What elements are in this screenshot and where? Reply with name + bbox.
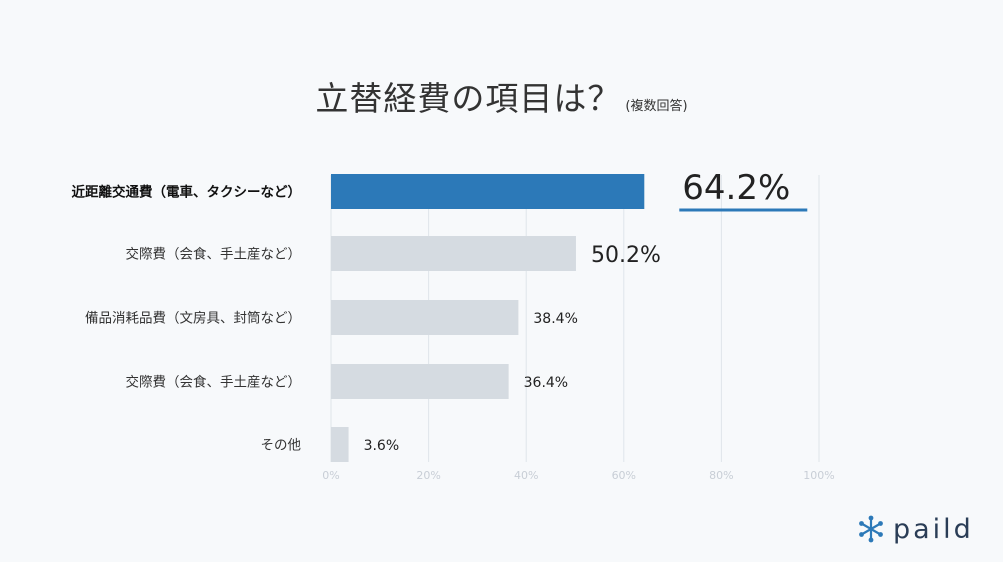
bar-3 <box>331 364 509 399</box>
bar-4 <box>331 427 349 462</box>
x-tick-label-0: 0% <box>322 469 339 482</box>
brand-logo: paild <box>857 515 974 543</box>
x-tick-label-60: 60% <box>612 469 636 482</box>
bar-0 <box>331 174 645 209</box>
category-label-2: 備品消耗品費（文房具、封筒など） <box>85 310 301 327</box>
value-label-3: 36.4% <box>524 375 568 391</box>
x-tick-label-100: 100% <box>803 469 834 482</box>
chart-title: 立替経費の項目は？ (複数回答) <box>0 72 1003 120</box>
x-tick-label-40: 40% <box>514 469 538 482</box>
value-label-1: 50.2% <box>591 243 661 268</box>
bar-2 <box>331 300 519 335</box>
brand-name: paild <box>893 513 974 545</box>
title-text: 立替経費の項目は？ <box>315 79 622 118</box>
category-label-0: 近距離交通費（電車、タクシーなど） <box>72 184 302 201</box>
value-label-4: 3.6% <box>364 438 400 454</box>
category-label-4: その他 <box>261 438 302 454</box>
x-tick-label-80: 80% <box>709 469 733 482</box>
category-label-1: 交際費（会食、手土産など） <box>126 246 302 263</box>
title-note: (複数回答) <box>625 99 688 114</box>
bar-1 <box>331 236 576 271</box>
bars <box>331 174 645 462</box>
labels: 0% 20% 40% 60% 80% 100% 近距離交通費（電車、タクシーなど） 64.2%… <box>72 168 835 482</box>
category-label-3: 交際費（会食、手土産など） <box>126 374 302 391</box>
value-label-2: 38.4% <box>533 311 577 327</box>
snowflake-logo-icon <box>859 515 883 543</box>
value-label-0: 64.2% <box>682 168 790 208</box>
x-tick-label-20: 20% <box>416 469 440 482</box>
